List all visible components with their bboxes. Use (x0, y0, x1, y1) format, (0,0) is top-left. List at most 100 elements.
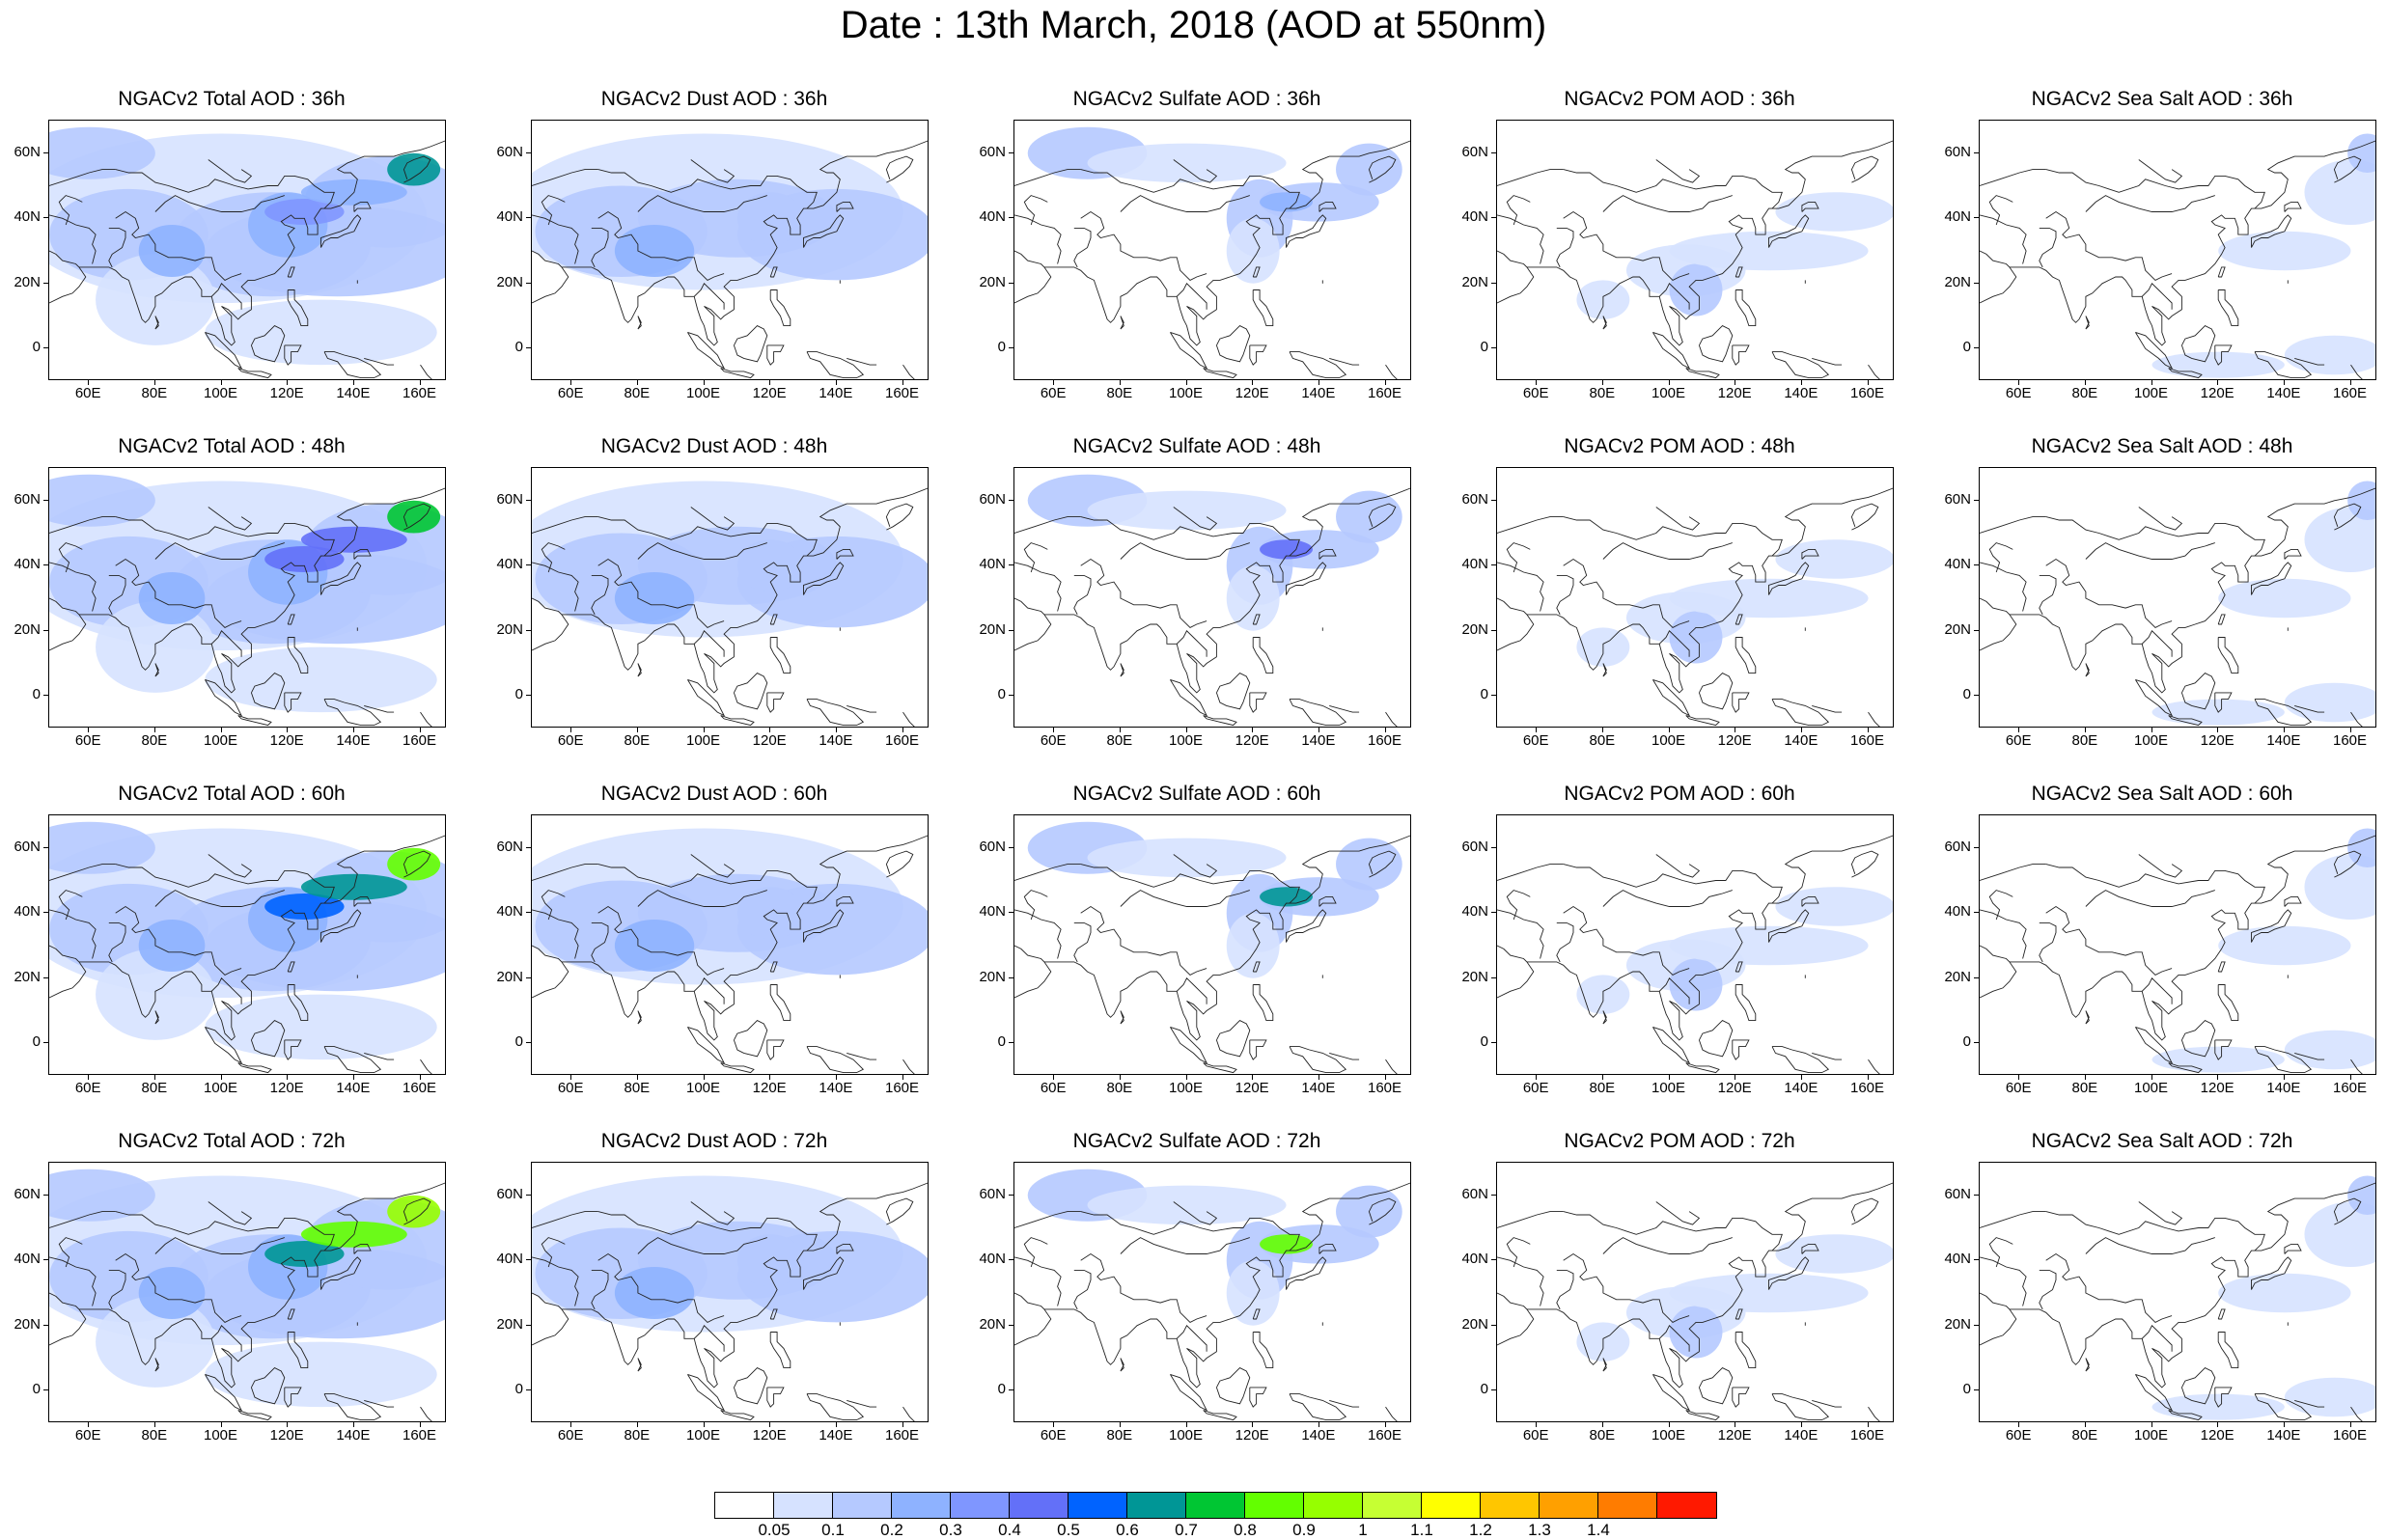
x-tick-label: 100E (1651, 385, 1686, 401)
aod-map (1497, 1182, 1893, 1421)
colorbar-swatch (951, 1493, 1010, 1518)
coastline (1215, 673, 1251, 710)
x-tick-label: 160E (1368, 732, 1402, 749)
coastline (733, 673, 768, 710)
aod-region (1087, 143, 1287, 183)
coastline (364, 1052, 395, 1060)
coastline (1043, 835, 1410, 1041)
aod-region (2284, 682, 2375, 723)
coastline (1988, 890, 2013, 921)
y-tick (1491, 1194, 1496, 1196)
map-panel-seasalt-60h: NGACv2 Sea Salt AOD : 60h 60N 40N 20N 0 60E 80… (1930, 782, 2387, 1110)
coastline (1249, 1039, 1267, 1060)
coastline (1850, 503, 1879, 531)
x-tick-label: 140E (1301, 1427, 1336, 1444)
coastline (1655, 507, 1701, 531)
coastline (1014, 945, 1052, 999)
map-frame (48, 467, 446, 728)
x-tick-label: 160E (1368, 1427, 1402, 1444)
y-tick-label: 40N (14, 1251, 41, 1268)
coastline (1203, 1410, 1237, 1421)
y-tick-label: 60N (14, 490, 41, 508)
colorbar-swatch (715, 1493, 774, 1518)
x-tick (419, 1422, 421, 1427)
y-tick (1974, 976, 1979, 978)
map-panel-seasalt-36h: NGACv2 Sea Salt AOD : 36h 60N 40N 20N 0 60E 80… (1930, 87, 2387, 415)
coastline (1014, 562, 1062, 612)
coastline (1506, 890, 1531, 921)
coastline (1732, 692, 1750, 713)
x-tick-label: 140E (1784, 385, 1818, 401)
coastline (353, 201, 372, 212)
x-tick-label: 140E (819, 385, 853, 401)
coastline (1385, 364, 1398, 379)
coastline (1698, 673, 1734, 710)
coastline (1289, 351, 1347, 379)
x-tick (1867, 1075, 1869, 1080)
x-tick-label: 80E (624, 385, 651, 401)
coastline (1801, 548, 1819, 560)
coastline (1768, 1256, 1810, 1290)
coastline (2214, 344, 2233, 366)
coastline (1014, 516, 1081, 534)
x-tick (220, 380, 222, 385)
coastline (532, 909, 579, 959)
y-tick-label: 20N (14, 620, 41, 638)
y-tick-label: 40N (979, 208, 1006, 226)
map-frame (1013, 1162, 1411, 1422)
y-tick (1974, 151, 1979, 153)
coastline (591, 1269, 609, 1310)
map-panel-dust-36h: NGACv2 Dust AOD : 36h 60N 40N 20N 0 60E 80E 100… (483, 87, 946, 415)
x-tick-label: 160E (885, 385, 920, 401)
y-tick-label: 40N (496, 556, 523, 573)
x-tick-label: 80E (2071, 732, 2098, 749)
coastline (1286, 562, 1327, 595)
x-tick (636, 1422, 638, 1427)
coastline (1080, 1211, 1300, 1251)
x-tick (1601, 1422, 1603, 1427)
x-tick-label: 100E (1169, 732, 1204, 749)
x-tick-label: 140E (1301, 1080, 1336, 1096)
coastline (1658, 283, 1690, 310)
y-tick-label: 60N (1461, 143, 1488, 160)
coastline (693, 630, 725, 657)
coastline (1023, 890, 1048, 921)
coastline (353, 1243, 372, 1254)
x-tick-label: 100E (1651, 1427, 1686, 1444)
aod-region (1669, 1306, 1723, 1359)
x-tick (835, 1075, 837, 1080)
coastline (1120, 1358, 1124, 1372)
y-tick (1491, 499, 1496, 501)
coastline (250, 1020, 286, 1058)
coastline (353, 895, 372, 907)
x-tick (1867, 728, 1869, 732)
y-tick (1009, 347, 1013, 349)
x-tick-label: 80E (2071, 1427, 2098, 1444)
coastline (1176, 630, 1207, 657)
coastline (1318, 895, 1337, 907)
x-tick (2084, 1075, 2086, 1080)
y-tick-label: 60N (1461, 1185, 1488, 1202)
colorbar-swatch (1598, 1493, 1657, 1518)
coastline (1988, 1237, 2013, 1268)
y-tick-label: 0 (1962, 339, 1971, 356)
coastline (2039, 1269, 2057, 1310)
map-frame (1013, 120, 1411, 380)
x-tick-label: 120E (2200, 1427, 2234, 1444)
coastline (154, 1010, 159, 1025)
coastline (769, 1332, 791, 1369)
coastline (2141, 1325, 2173, 1352)
x-tick (2217, 1422, 2219, 1427)
aod-map (1980, 1175, 2375, 1421)
y-tick (43, 217, 48, 219)
x-tick-label: 80E (1589, 1080, 1616, 1096)
coastline (49, 597, 87, 651)
coastline (1215, 325, 1251, 363)
coastline (1073, 921, 1092, 963)
aod-region (387, 152, 441, 186)
coastline (2333, 503, 2362, 531)
y-tick-label: 0 (1480, 1033, 1488, 1051)
coastline (1497, 945, 1535, 999)
coastline (2284, 548, 2302, 560)
colorbar-swatch (1422, 1493, 1481, 1518)
